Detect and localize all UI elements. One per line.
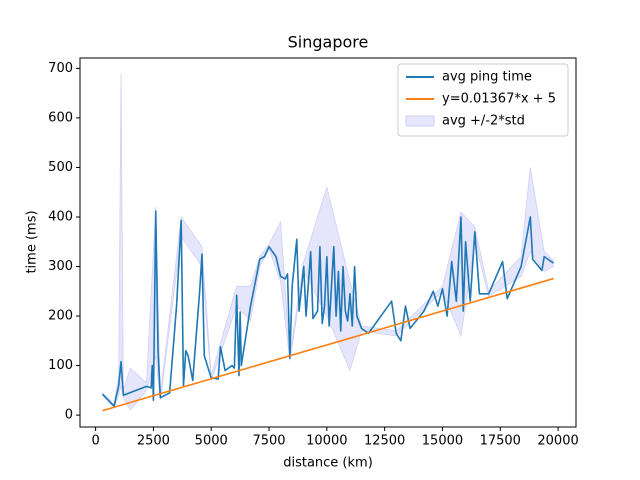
legend: avg ping time y=0.01367*x + 5 avg +/-2*std: [397, 63, 569, 137]
chart-title: Singapore: [288, 33, 369, 52]
x-tick-label: 7500: [252, 434, 285, 449]
y-tick-label: 500: [48, 160, 73, 175]
y-tick-label: 400: [48, 209, 73, 224]
y-tick-label: 300: [48, 259, 73, 274]
y-tick-label: 0: [65, 408, 73, 423]
legend-label: avg ping time: [442, 70, 532, 85]
legend-swatch: [405, 115, 435, 127]
x-tick-label: 15000: [422, 434, 463, 449]
legend-box: [397, 63, 569, 137]
x-tick-label: 20000: [537, 434, 578, 449]
x-tick-label: 12500: [364, 434, 405, 449]
plot-area: [101, 73, 554, 412]
std-band: [102, 73, 554, 411]
x-tick-label: 10000: [306, 434, 347, 449]
y-tick-label: 600: [48, 110, 73, 125]
x-tick-label: 5000: [195, 434, 228, 449]
y-tick-label: 100: [48, 358, 73, 373]
legend-label: y=0.01367*x + 5: [442, 92, 556, 107]
axes-frame: [79, 57, 577, 428]
series-line: [102, 277, 554, 412]
x-tick-label: 0: [91, 434, 99, 449]
y-tick-label: 700: [48, 61, 73, 76]
x-tick-label: 17500: [480, 434, 521, 449]
y-axis-label: time (ms): [25, 210, 40, 273]
legend-label: avg +/-2*std: [442, 114, 525, 129]
series-line: [101, 210, 554, 407]
y-tick-label: 200: [48, 309, 73, 324]
x-tick-label: 2500: [137, 434, 170, 449]
x-axis-label: distance (km): [283, 456, 373, 471]
